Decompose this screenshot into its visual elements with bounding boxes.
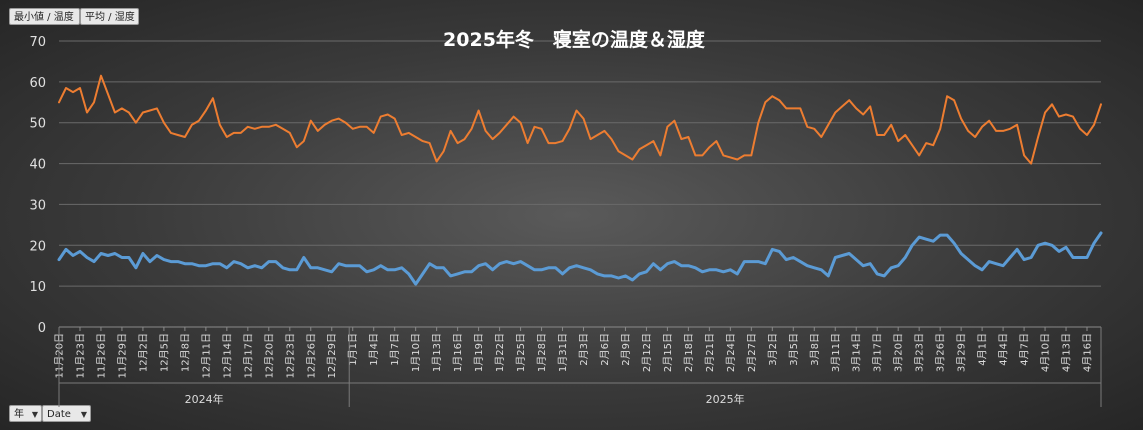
- x-tick-label: 2月21日: [704, 333, 716, 372]
- dropdown-arrow-icon: ▼: [31, 410, 38, 419]
- x-tick-label: 11月26日: [95, 333, 107, 378]
- x-tick-label: 3月20日: [893, 333, 905, 372]
- y-tick-label: 0: [38, 321, 46, 336]
- x-tick-label: 2月9日: [620, 333, 632, 366]
- x-tick-label: 12月5日: [158, 333, 170, 372]
- x-tick-label: 12月8日: [179, 333, 191, 372]
- x-tick-label: 1月10日: [410, 333, 422, 372]
- x-tick-label: 2月6日: [599, 333, 611, 366]
- dropdown-arrow-icon: ▼: [80, 410, 87, 419]
- x-tick-label: 3月8日: [809, 333, 821, 366]
- x-tick-label: 12月29日: [326, 333, 338, 378]
- x-tick-label: 12月23日: [284, 333, 296, 378]
- y-tick-label: 10: [29, 280, 46, 295]
- y-tick-label: 50: [29, 117, 46, 132]
- date-field-dropdown[interactable]: Date ▼: [42, 405, 91, 422]
- x-tick-label: 3月11日: [830, 333, 842, 372]
- x-tick-label: 11月29日: [116, 333, 128, 378]
- y-tick-label: 70: [29, 35, 46, 50]
- humidity-series-line: [58, 74, 1102, 165]
- x-tick-label: 2月18日: [683, 333, 695, 372]
- filter-avg-humidity-button[interactable]: 平均 / 湿度: [80, 8, 139, 25]
- x-tick-label: 2月12日: [641, 333, 653, 372]
- x-tick-label: 12月17日: [242, 333, 254, 378]
- gridlines: [59, 40, 1101, 287]
- x-tick-label: 3月26日: [935, 333, 947, 372]
- x-tick-label: 2月15日: [662, 333, 674, 372]
- x-tick-label: 4月13日: [1061, 333, 1073, 372]
- x-tick-label: 1月19日: [473, 333, 485, 372]
- x-tick-label: 1月22日: [494, 333, 506, 372]
- x-tick-label: 12月26日: [305, 333, 317, 378]
- series-lines: [57, 74, 1103, 286]
- year-group-label: 2024年: [185, 392, 224, 406]
- x-tick-label: 11月23日: [74, 333, 86, 378]
- y-tick-label: 40: [29, 158, 46, 173]
- x-tick-label: 2月3日: [578, 333, 590, 366]
- y-axis: 0 10 20 30 40 50 60 70: [29, 35, 46, 336]
- x-tick-label: 3月23日: [914, 333, 926, 372]
- x-tick-label: 2月24日: [725, 333, 737, 372]
- x-tick-label: 3月17日: [872, 333, 884, 372]
- x-tick-label: 1月28日: [536, 333, 548, 372]
- x-tick-label: 2月27日: [746, 333, 758, 372]
- x-tick-label: 1月25日: [515, 333, 527, 372]
- x-tick-label: 3月14日: [851, 333, 863, 372]
- date-field-label: Date: [47, 409, 71, 420]
- x-tick-label: 3月29日: [956, 333, 968, 372]
- year-group-label: 2025年: [706, 392, 745, 406]
- x-tick-label: 4月1日: [977, 333, 989, 366]
- x-tick-label: 1月31日: [557, 333, 569, 372]
- x-tick-label: 4月10日: [1040, 333, 1052, 372]
- x-tick-label: 1月7日: [389, 333, 401, 366]
- x-tick-label: 4月16日: [1082, 333, 1094, 372]
- x-tick-label: 1月1日: [347, 333, 359, 366]
- x-tick-label: 3月5日: [788, 333, 800, 366]
- x-axis: 11月20日 11月23日 11月26日 11月29日 12月2日 12月5日 12月8日 1…: [54, 326, 1102, 407]
- x-tick-label: 1月16日: [452, 333, 464, 372]
- x-tick-label: 1月4日: [368, 333, 380, 366]
- x-tick-label: 1月13日: [431, 333, 443, 372]
- year-field-dropdown[interactable]: 年 ▼: [9, 405, 42, 422]
- year-field-label: 年: [14, 409, 24, 420]
- y-tick-label: 30: [29, 198, 46, 213]
- x-tick-label: 4月4日: [998, 333, 1010, 366]
- filter-min-temperature-button[interactable]: 最小値 / 温度: [9, 8, 80, 25]
- x-tick-label: 3月2日: [767, 333, 779, 366]
- x-tick-label: 12月20日: [263, 333, 275, 378]
- x-tick-label: 12月2日: [137, 333, 149, 372]
- y-tick-label: 20: [29, 239, 46, 254]
- x-tick-label: 12月11日: [200, 333, 212, 378]
- x-tick-label: 4月7日: [1019, 333, 1031, 366]
- temperature-series-line: [57, 231, 1103, 286]
- chart-title: 2025年冬 寝室の温度＆湿度: [443, 28, 706, 51]
- y-tick-label: 60: [29, 76, 46, 91]
- x-tick-label: 12月14日: [221, 333, 233, 378]
